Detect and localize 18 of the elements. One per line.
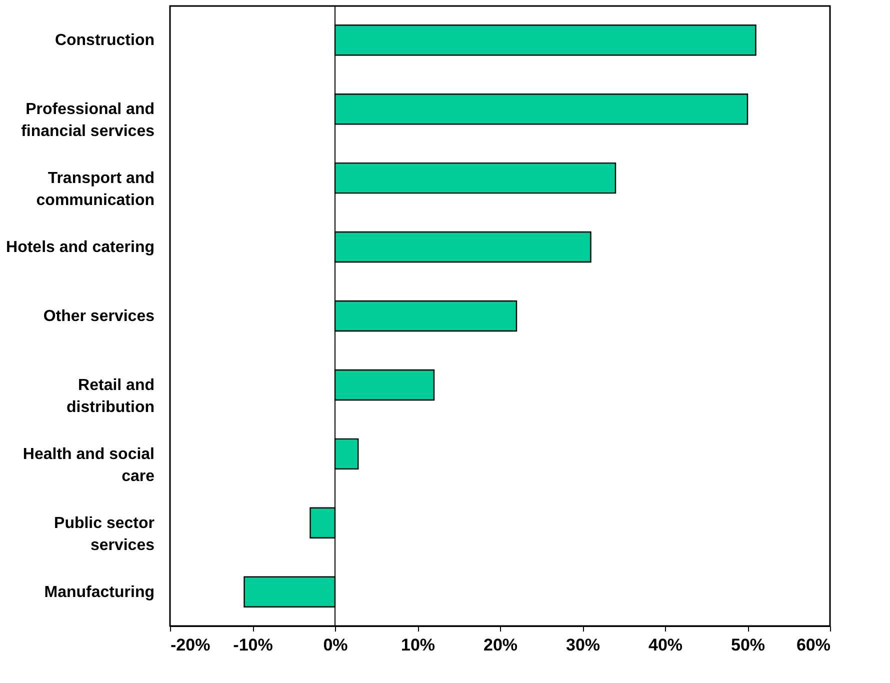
y-tick-label: Other services bbox=[43, 308, 155, 325]
y-tick-label: Manufacturing bbox=[44, 584, 154, 601]
x-tick-label: 60% bbox=[796, 636, 830, 654]
y-tick-label: Retail and distribution bbox=[66, 376, 154, 416]
y-tick-label: Construction bbox=[54, 32, 154, 50]
x-tick-label: 0% bbox=[323, 636, 348, 654]
x-tick-label: 10% bbox=[400, 636, 436, 654]
y-tick-label: Transport and communication bbox=[36, 170, 154, 210]
y-tick-label: Hotels and catering bbox=[6, 239, 154, 256]
x-tick-label: 30% bbox=[566, 636, 600, 654]
y-tick-label: Professional and financial services bbox=[21, 101, 155, 140]
y-tick-label: Health and social care bbox=[22, 446, 155, 485]
x-tick-label: -20% bbox=[170, 636, 210, 654]
x-tick-label: 40% bbox=[648, 636, 683, 654]
y-tick-label: Public sector services bbox=[54, 514, 155, 554]
x-tick-label: 50% bbox=[730, 636, 766, 654]
x-tick-label: -10% bbox=[233, 636, 273, 654]
x-tick-label: 20% bbox=[483, 636, 518, 654]
